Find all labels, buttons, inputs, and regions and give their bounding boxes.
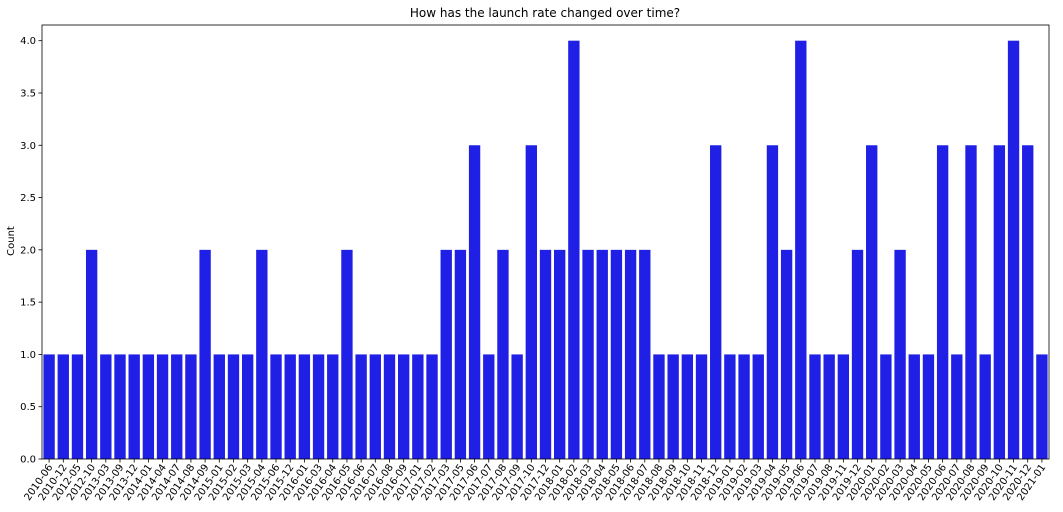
bar-2010-06 (43, 354, 55, 459)
bar-2017-08 (497, 249, 509, 459)
bar-2018-09 (667, 354, 679, 459)
bar-2020-07 (951, 354, 963, 459)
bar-2018-08 (653, 354, 665, 459)
bar-2020-10 (993, 145, 1006, 459)
y-axis: 0.0 0.5 1.0 1.5 2.0 2.5 3.0 3.5 4.0 (20, 36, 42, 466)
bar-2019-11 (837, 354, 850, 459)
bar-2012-10 (85, 249, 98, 459)
bar-2020-09 (979, 354, 991, 459)
bar-2016-04 (327, 354, 339, 459)
bar-2019-02 (738, 354, 750, 459)
bar-2018-02 (568, 40, 580, 460)
y-tick-label: 1.5 (20, 298, 36, 309)
bar-2016-08 (383, 354, 396, 459)
bar-2017-02 (426, 354, 438, 459)
bar-2019-08 (823, 354, 835, 459)
bar-2017-05 (454, 249, 467, 459)
bar-2017-06 (468, 145, 481, 459)
bar-2021-01 (1036, 354, 1048, 459)
y-tick-label: 2.5 (20, 193, 36, 204)
bar-2019-03 (752, 354, 764, 459)
bar-2013-03 (100, 354, 112, 459)
bar-2019-12 (851, 249, 864, 459)
plot-frame (41, 24, 1050, 460)
y-tick-label: 0.5 (20, 402, 36, 413)
bar-2014-09 (199, 249, 211, 459)
bar-2013-09 (114, 354, 126, 459)
bar-2018-03 (582, 249, 594, 459)
bar-2017-12 (539, 249, 552, 459)
bar-2015-12 (284, 354, 296, 459)
bar-2017-03 (440, 249, 452, 459)
y-axis-label: Count (6, 226, 17, 256)
bar-2019-01 (724, 354, 736, 459)
bar-2018-05 (610, 249, 623, 459)
bar-2020-04 (908, 354, 920, 459)
bar-2016-09 (397, 354, 410, 459)
bar-2015-04 (256, 249, 268, 459)
bar-2014-01 (142, 354, 155, 459)
bar-2017-09 (511, 354, 523, 459)
bar-2015-01 (213, 354, 225, 459)
bar-2014-08 (185, 354, 197, 459)
bar-2016-06 (355, 354, 367, 459)
bar-2012-05 (71, 354, 84, 459)
bar-2020-12 (1022, 145, 1034, 459)
y-tick-label: 4.0 (20, 36, 36, 47)
y-tick-label: 2.0 (20, 245, 36, 256)
bar-2010-12 (57, 354, 69, 459)
bar-2019-05 (780, 249, 793, 459)
x-axis: 2010-062010-122012-052012-102013-032013-… (23, 459, 1048, 503)
bar-2020-11 (1007, 40, 1020, 460)
bar-2014-04 (156, 354, 169, 459)
bar-2019-06 (795, 40, 807, 460)
bar-2018-12 (710, 145, 722, 459)
bar-2020-03 (894, 249, 906, 459)
bar-2016-03 (312, 354, 325, 459)
bar-2019-04 (766, 145, 779, 459)
y-tick-label: 1.0 (20, 350, 36, 361)
bar-2014-07 (171, 354, 183, 459)
y-tick-label: 3.0 (20, 141, 36, 152)
bar-2015-02 (227, 354, 240, 459)
bar-2017-01 (412, 354, 424, 459)
bar-2016-07 (369, 354, 381, 459)
bar-2018-01 (554, 249, 566, 459)
bar-2020-05 (922, 354, 935, 459)
bar-2020-06 (936, 145, 949, 459)
bar-2015-03 (241, 354, 254, 459)
bar-2017-10 (525, 145, 537, 459)
bar-2018-07 (639, 249, 651, 459)
bar-2016-05 (341, 249, 353, 459)
y-tick-label: 0.0 (20, 455, 36, 466)
bar-2015-06 (270, 354, 282, 459)
bar-2020-08 (965, 145, 977, 459)
bar-2016-01 (298, 354, 311, 459)
bar-2020-01 (866, 145, 878, 459)
bar-2013-12 (128, 354, 140, 459)
bar-2018-10 (681, 354, 694, 459)
bar-2017-07 (483, 354, 495, 459)
chart-title: How has the launch rate changed over tim… (410, 6, 680, 20)
bar-2018-11 (695, 354, 708, 459)
bar-2019-07 (809, 354, 821, 459)
y-tick-label: 3.5 (20, 88, 36, 99)
bar-2018-06 (624, 249, 637, 459)
bar-2018-04 (596, 249, 608, 459)
bar-2020-02 (880, 354, 892, 459)
bars-group (43, 40, 1048, 460)
